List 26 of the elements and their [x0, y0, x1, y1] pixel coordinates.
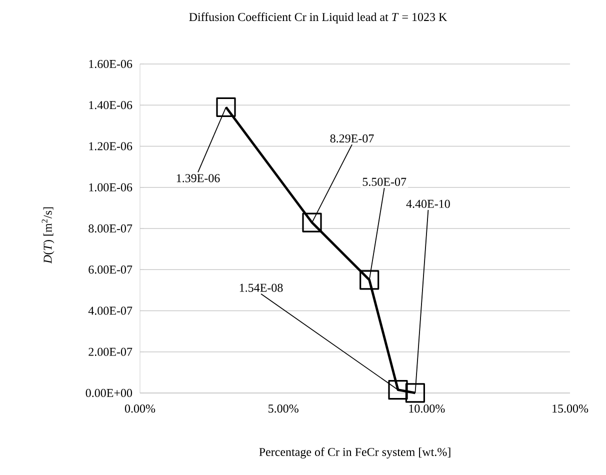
data-label: 4.40E-10	[406, 200, 450, 208]
data-label: 1.54E-08	[240, 284, 283, 292]
x-tick-label: 15.00%	[552, 404, 588, 413]
chart-title: Diffusion Coefficient Cr in Liquid lead at T = 1023 K	[189, 12, 448, 24]
y-tick-label: 0.00E+00	[86, 388, 132, 398]
y-tick-label: 1.20E-06	[89, 142, 132, 150]
x-tick-label: 5.00%	[268, 404, 298, 413]
y-tick-label: 2.00E-07	[88, 348, 132, 356]
data-label: 8.29E-07	[330, 134, 374, 143]
y-tick-label: 8.00E-07	[88, 224, 132, 233]
data-label: 5.50E-07	[362, 178, 406, 186]
y-tick-label: 1.60E-06	[89, 60, 132, 68]
point	[302, 212, 322, 232]
y-tick-label: 1.40E-06	[89, 101, 132, 110]
point	[405, 383, 426, 403]
x-tick-label: 0.00%	[124, 404, 156, 413]
x-axis-title: Percentage of Cr in FeCr system [wt.%]	[259, 447, 450, 459]
point	[216, 97, 236, 117]
y-tick-label: 6.00E-07	[88, 266, 132, 274]
y-axis-title: D(T) [m$^{2}$/s]	[42, 207, 54, 264]
y-tick-label: 4.00E-07	[88, 306, 132, 315]
y-tick-label: 1.00E-06	[89, 183, 132, 192]
point	[388, 380, 408, 400]
data-label: 1.39E-06	[176, 174, 220, 182]
point	[360, 270, 380, 290]
x-tick-label: 10.00%	[409, 404, 445, 413]
